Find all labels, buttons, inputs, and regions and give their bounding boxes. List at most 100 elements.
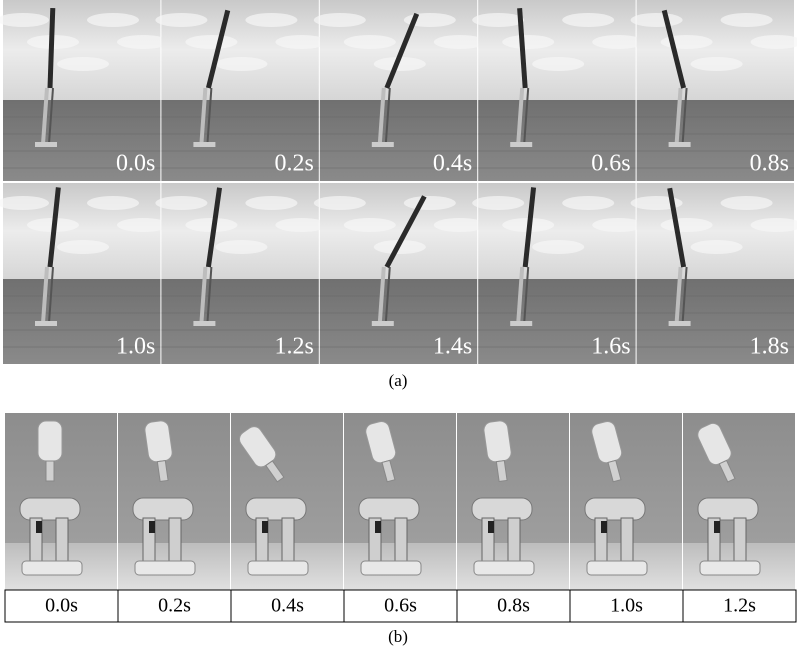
robot-base xyxy=(361,561,421,575)
cloud xyxy=(532,57,584,71)
bottle-shape xyxy=(144,420,173,463)
cloud xyxy=(155,13,207,27)
robot-base xyxy=(700,561,760,575)
cloud xyxy=(57,57,109,71)
robot-leg xyxy=(56,518,68,563)
bottle-shape xyxy=(483,420,512,463)
page: (a) (b) 0.0s 0.2s 0.4s 0.6s 0.8s 1.0s 1.2s 1.4s… xyxy=(0,0,797,652)
robot-body xyxy=(20,498,80,520)
cloud xyxy=(245,196,297,210)
frame-time-label: 0.0s xyxy=(45,595,78,617)
robot-joint xyxy=(601,521,607,533)
frame-time-label: 0.4s xyxy=(271,595,304,617)
frame-time-label: 1.2s xyxy=(274,334,313,360)
cloud xyxy=(344,35,396,49)
frame-time-label: 1.6s xyxy=(591,334,630,360)
robot-body xyxy=(50,8,53,88)
robot-foot xyxy=(372,321,394,326)
cloud xyxy=(215,240,267,254)
robot-foot xyxy=(35,142,57,147)
robot-base xyxy=(474,561,534,575)
frame-time-label: 0.2s xyxy=(158,595,191,617)
robot-leg xyxy=(734,518,746,563)
robot-base xyxy=(587,561,647,575)
robot-leg xyxy=(621,518,633,563)
robot-base xyxy=(22,561,82,575)
cloud xyxy=(472,13,524,27)
cloud xyxy=(215,57,267,71)
cloud xyxy=(434,35,486,49)
cloud xyxy=(562,13,614,27)
cloud xyxy=(404,196,456,210)
cloud xyxy=(117,35,169,49)
frame-time-label: 0.8s xyxy=(497,595,530,617)
robot-leg xyxy=(169,518,181,563)
cloud xyxy=(562,196,614,210)
cloud xyxy=(721,13,773,27)
robot-leg xyxy=(508,518,520,563)
cloud xyxy=(155,196,207,210)
caption-a: (a) xyxy=(389,371,408,390)
robot-joint xyxy=(714,521,720,533)
robot-foot xyxy=(669,321,691,326)
robot-body xyxy=(585,498,645,520)
cloud xyxy=(57,240,109,254)
cloud xyxy=(592,35,644,49)
robot-joint xyxy=(36,521,42,533)
cloud xyxy=(344,218,396,232)
bottle-neck xyxy=(46,461,54,481)
frame-time-label: 0.2s xyxy=(274,151,313,177)
frame-time-label: 0.6s xyxy=(591,151,630,177)
robot-leg xyxy=(395,518,407,563)
robot-joint xyxy=(262,521,268,533)
cloud xyxy=(87,196,139,210)
frame-time-label: 0.6s xyxy=(384,595,417,617)
robot-foot xyxy=(193,142,215,147)
cloud xyxy=(185,35,237,49)
cloud xyxy=(532,240,584,254)
cloud xyxy=(275,218,327,232)
cloud xyxy=(434,218,486,232)
cloud xyxy=(314,13,366,27)
robot-joint xyxy=(149,521,155,533)
robot-body xyxy=(133,498,193,520)
cloud xyxy=(691,57,743,71)
cloud xyxy=(631,13,683,27)
figure: (a) (b) 0.0s 0.2s 0.4s 0.6s 0.8s 1.0s 1.2s 1.4s… xyxy=(0,0,797,652)
robot-foot xyxy=(510,142,532,147)
cloud xyxy=(245,13,297,27)
caption-b: (b) xyxy=(388,627,408,646)
frame-time-label: 1.0s xyxy=(116,334,155,360)
frame-time-label: 1.4s xyxy=(433,334,472,360)
frame-time-label: 0.8s xyxy=(750,151,789,177)
cloud xyxy=(314,196,366,210)
robot-joint xyxy=(375,521,381,533)
robot-foot xyxy=(35,321,57,326)
robot-foot xyxy=(510,321,532,326)
robot-body xyxy=(472,498,532,520)
robot-body xyxy=(698,498,758,520)
cloud xyxy=(87,13,139,27)
robot-body xyxy=(246,498,306,520)
frame-time-label: 1.0s xyxy=(610,595,643,617)
cloud xyxy=(661,218,713,232)
robot-base xyxy=(135,561,195,575)
robot-base xyxy=(248,561,308,575)
frame-time-label: 1.8s xyxy=(750,334,789,360)
robot-body xyxy=(359,498,419,520)
frame-time-label: 0.0s xyxy=(116,151,155,177)
cloud xyxy=(721,196,773,210)
cloud xyxy=(472,196,524,210)
cloud xyxy=(502,35,554,49)
robot-joint xyxy=(488,521,494,533)
cloud xyxy=(275,35,327,49)
cloud xyxy=(592,218,644,232)
frame-time-label: 1.2s xyxy=(723,595,756,617)
robot-foot xyxy=(669,142,691,147)
robot-foot xyxy=(193,321,215,326)
frame-time-label: 0.4s xyxy=(433,151,472,177)
cloud xyxy=(117,218,169,232)
bottle-shape xyxy=(38,421,62,461)
robot-leg xyxy=(282,518,294,563)
robot-foot xyxy=(372,142,394,147)
